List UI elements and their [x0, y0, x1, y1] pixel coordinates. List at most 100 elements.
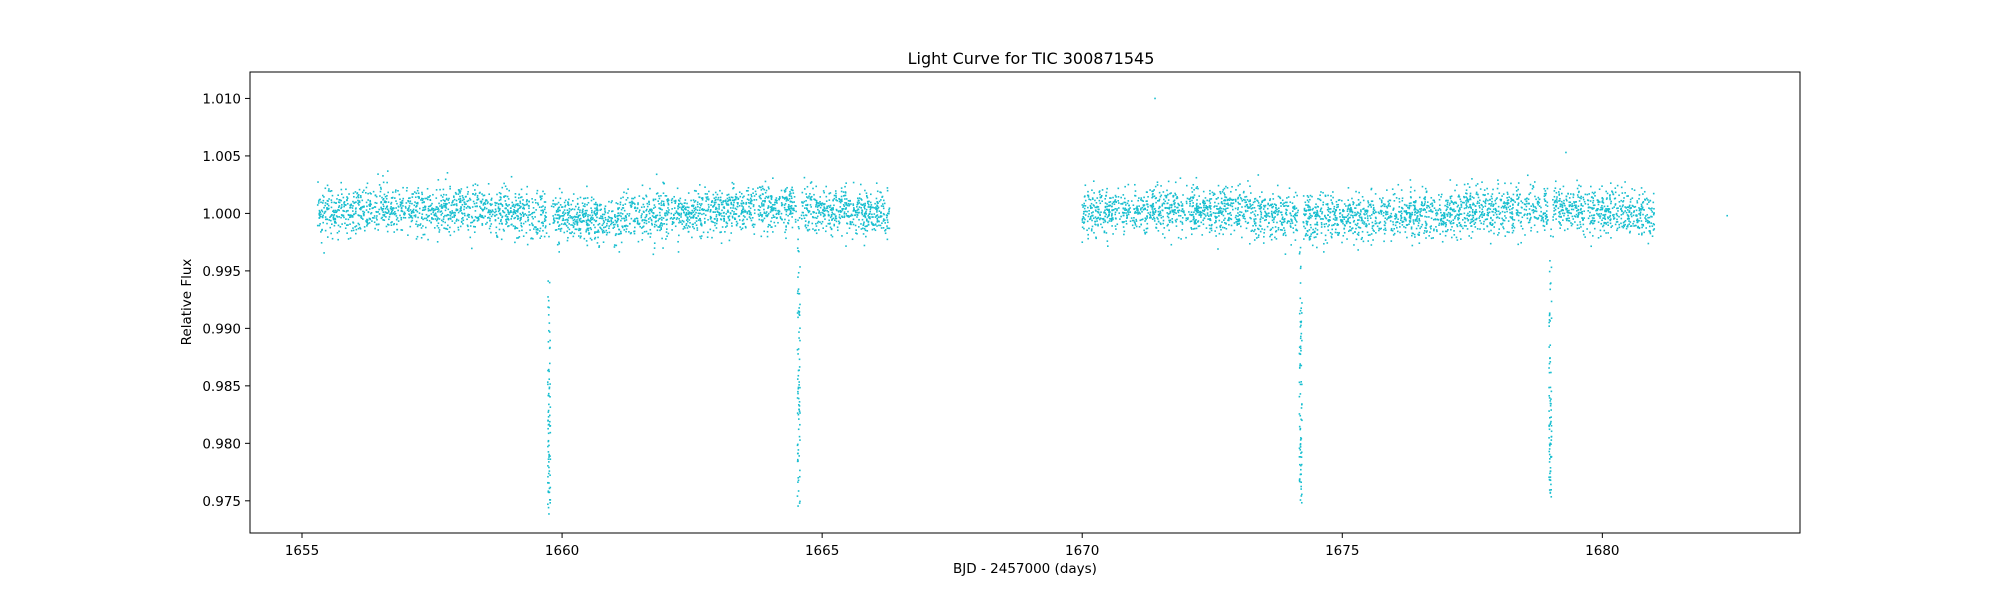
data-point — [689, 222, 691, 224]
data-point — [586, 228, 589, 230]
data-point — [366, 182, 369, 185]
data-point — [583, 220, 585, 223]
data-point — [1167, 207, 1169, 210]
data-point — [1271, 214, 1274, 217]
data-point — [357, 227, 360, 230]
data-point — [1185, 236, 1187, 239]
data-point — [438, 218, 441, 220]
data-point — [1276, 184, 1279, 187]
data-point — [522, 206, 525, 209]
data-point — [390, 197, 393, 199]
data-point — [1334, 219, 1336, 221]
data-point — [1264, 215, 1267, 217]
data-point — [440, 224, 443, 226]
data-point — [1445, 222, 1447, 224]
data-point — [1471, 218, 1474, 220]
data-point — [877, 206, 880, 209]
data-point — [761, 185, 764, 188]
data-point — [571, 208, 574, 210]
data-point — [678, 218, 680, 220]
data-point — [1219, 190, 1221, 193]
data-point — [582, 208, 584, 211]
data-point — [355, 207, 357, 209]
data-point — [1315, 236, 1317, 238]
data-point — [1518, 193, 1521, 196]
data-point — [1142, 200, 1145, 202]
data-point — [453, 211, 455, 214]
data-point — [1142, 208, 1145, 211]
data-point — [745, 190, 748, 192]
data-point — [590, 196, 593, 199]
data-point — [1565, 195, 1568, 198]
data-point — [828, 219, 830, 222]
data-point — [383, 201, 386, 204]
data-point — [819, 221, 821, 223]
data-point — [421, 197, 423, 200]
data-point — [386, 212, 389, 214]
data-point — [793, 209, 796, 212]
data-point — [1319, 199, 1322, 202]
data-point — [1315, 203, 1317, 205]
data-point — [1453, 201, 1456, 204]
data-point — [1431, 202, 1433, 205]
data-point — [1466, 217, 1468, 220]
data-point — [425, 197, 428, 200]
data-point — [558, 217, 561, 219]
data-point — [787, 214, 789, 217]
data-point — [880, 215, 883, 218]
data-point — [594, 213, 596, 215]
data-point — [1528, 202, 1530, 205]
data-point — [1418, 217, 1421, 220]
data-point — [866, 218, 868, 221]
data-point — [1389, 205, 1391, 208]
data-point — [1110, 205, 1113, 208]
data-point — [444, 209, 447, 212]
data-point — [864, 229, 867, 232]
data-point — [1633, 211, 1635, 213]
data-point — [1616, 214, 1619, 217]
data-point — [1273, 203, 1276, 205]
data-point — [602, 241, 605, 243]
data-point — [1370, 200, 1373, 203]
data-point — [518, 193, 521, 196]
data-point — [814, 216, 816, 219]
data-point — [872, 223, 874, 225]
data-point — [1168, 221, 1171, 223]
data-point — [753, 195, 756, 197]
data-point — [720, 242, 723, 245]
data-point — [658, 195, 660, 197]
data-point — [1091, 225, 1094, 228]
data-point — [643, 230, 646, 233]
data-point — [516, 227, 519, 230]
data-point — [495, 226, 498, 229]
data-point — [363, 205, 365, 208]
data-point — [413, 204, 416, 207]
data-point — [871, 223, 874, 226]
data-point — [603, 221, 606, 223]
data-point — [619, 201, 622, 204]
data-point — [354, 191, 357, 193]
data-point — [863, 227, 866, 230]
data-point — [1090, 229, 1093, 232]
data-point — [1583, 217, 1585, 219]
data-point — [673, 195, 675, 198]
data-point — [844, 185, 846, 188]
data-point — [353, 213, 355, 216]
data-point — [713, 197, 716, 200]
data-point — [1586, 228, 1588, 230]
data-point — [832, 208, 834, 211]
data-point — [1293, 216, 1296, 219]
data-point — [467, 229, 470, 231]
data-point — [633, 207, 636, 210]
data-point — [1364, 225, 1367, 227]
data-point — [636, 222, 639, 225]
data-point — [459, 197, 462, 200]
data-point — [846, 222, 849, 225]
data-point — [784, 218, 786, 221]
data-point — [564, 199, 567, 202]
data-point — [390, 201, 393, 204]
data-point — [1583, 210, 1585, 213]
data-point — [1606, 208, 1609, 210]
data-point — [418, 197, 420, 200]
data-point — [1418, 219, 1421, 222]
